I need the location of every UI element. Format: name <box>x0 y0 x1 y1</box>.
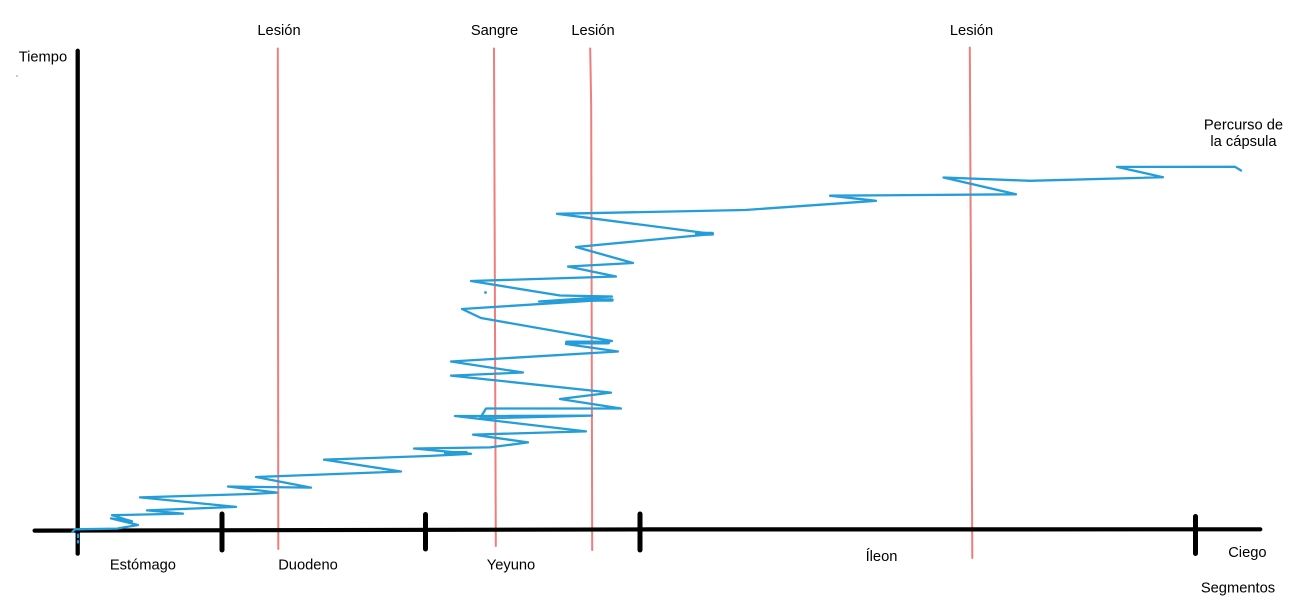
svg-text:Segmentos: Segmentos <box>1201 580 1275 596</box>
svg-text:Lesión: Lesión <box>571 23 614 39</box>
svg-text:Tiempo: Tiempo <box>19 49 67 65</box>
svg-text:Estómago: Estómago <box>110 557 176 573</box>
svg-text:Íleon: Íleon <box>866 548 898 565</box>
svg-text:Percurso de: Percurso de <box>1204 117 1283 133</box>
svg-text:Sangre: Sangre <box>471 23 518 39</box>
svg-text:Lesión: Lesión <box>257 23 300 39</box>
svg-text:Lesión: Lesión <box>950 23 993 39</box>
svg-text:Ciego: Ciego <box>1228 545 1266 561</box>
svg-text:Duodeno: Duodeno <box>278 558 338 574</box>
svg-text:Yeyuno: Yeyuno <box>487 558 535 574</box>
svg-text:la cápsula: la cápsula <box>1210 134 1277 150</box>
